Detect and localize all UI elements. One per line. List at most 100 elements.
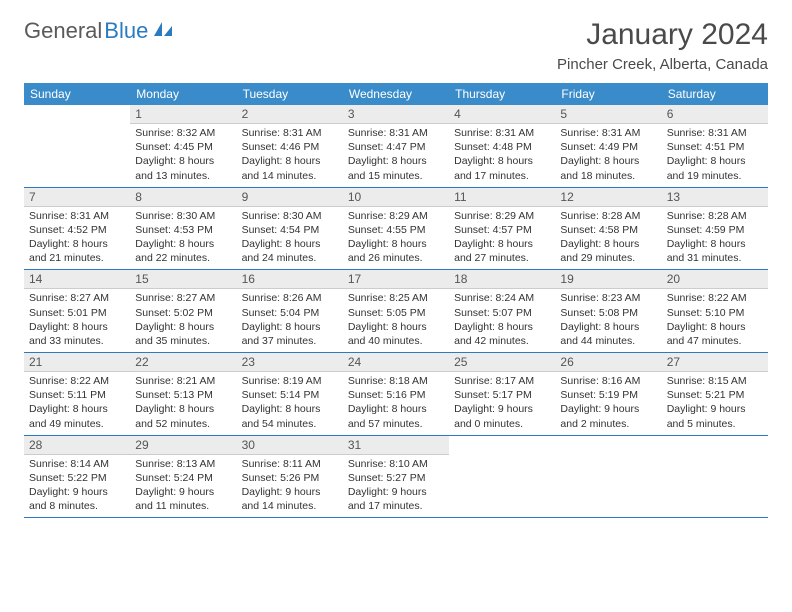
day-number: 12 [555,188,661,207]
daylight-text-2: and 33 minutes. [29,334,125,348]
daylight-text-1: Daylight: 8 hours [242,402,338,416]
daylight-text-1: Daylight: 8 hours [348,154,444,168]
calendar-day-cell: 26Sunrise: 8:16 AMSunset: 5:19 PMDayligh… [555,353,661,436]
day-body: Sunrise: 8:10 AMSunset: 5:27 PMDaylight:… [343,455,449,518]
sunrise-text: Sunrise: 8:27 AM [135,291,231,305]
sunrise-text: Sunrise: 8:28 AM [560,209,656,223]
daylight-text-2: and 40 minutes. [348,334,444,348]
daylight-text-1: Daylight: 8 hours [667,320,763,334]
sunset-text: Sunset: 5:17 PM [454,388,550,402]
sunset-text: Sunset: 5:21 PM [667,388,763,402]
day-body: Sunrise: 8:31 AMSunset: 4:51 PMDaylight:… [662,124,768,187]
sunset-text: Sunset: 4:53 PM [135,223,231,237]
daylight-text-1: Daylight: 8 hours [454,320,550,334]
daylight-text-2: and 14 minutes. [242,499,338,513]
sunset-text: Sunset: 4:46 PM [242,140,338,154]
daylight-text-1: Daylight: 8 hours [348,320,444,334]
calendar-week-row: 14Sunrise: 8:27 AMSunset: 5:01 PMDayligh… [24,270,768,353]
sunset-text: Sunset: 4:51 PM [667,140,763,154]
daylight-text-2: and 0 minutes. [454,417,550,431]
day-number: 15 [130,270,236,289]
day-body: Sunrise: 8:18 AMSunset: 5:16 PMDaylight:… [343,372,449,435]
sunrise-text: Sunrise: 8:32 AM [135,126,231,140]
calendar-week-row: 21Sunrise: 8:22 AMSunset: 5:11 PMDayligh… [24,353,768,436]
day-number: 31 [343,436,449,455]
sunset-text: Sunset: 5:19 PM [560,388,656,402]
sunset-text: Sunset: 4:49 PM [560,140,656,154]
weekday-header: Sunday [24,83,130,105]
day-body: Sunrise: 8:29 AMSunset: 4:57 PMDaylight:… [449,207,555,270]
logo-text-gray: General [24,18,102,44]
sunset-text: Sunset: 4:45 PM [135,140,231,154]
calendar-week-row: 1Sunrise: 8:32 AMSunset: 4:45 PMDaylight… [24,105,768,187]
calendar-day-cell: 21Sunrise: 8:22 AMSunset: 5:11 PMDayligh… [24,353,130,436]
daylight-text-2: and 57 minutes. [348,417,444,431]
sunset-text: Sunset: 4:55 PM [348,223,444,237]
calendar-day-cell: 3Sunrise: 8:31 AMSunset: 4:47 PMDaylight… [343,105,449,187]
day-number: 13 [662,188,768,207]
daylight-text-2: and 11 minutes. [135,499,231,513]
daylight-text-1: Daylight: 8 hours [135,320,231,334]
sunrise-text: Sunrise: 8:19 AM [242,374,338,388]
sunset-text: Sunset: 5:10 PM [667,306,763,320]
day-body: Sunrise: 8:16 AMSunset: 5:19 PMDaylight:… [555,372,661,435]
daylight-text-1: Daylight: 8 hours [560,154,656,168]
calendar-day-cell: 24Sunrise: 8:18 AMSunset: 5:16 PMDayligh… [343,353,449,436]
header: GeneralBlue January 2024 Pincher Creek, … [24,18,768,73]
calendar-day-cell: 9Sunrise: 8:30 AMSunset: 4:54 PMDaylight… [237,187,343,270]
location: Pincher Creek, Alberta, Canada [557,56,768,73]
sunrise-text: Sunrise: 8:18 AM [348,374,444,388]
sunset-text: Sunset: 4:48 PM [454,140,550,154]
day-body: Sunrise: 8:30 AMSunset: 4:54 PMDaylight:… [237,207,343,270]
daylight-text-2: and 49 minutes. [29,417,125,431]
daylight-text-1: Daylight: 8 hours [29,402,125,416]
daylight-text-2: and 21 minutes. [29,251,125,265]
daylight-text-2: and 13 minutes. [135,169,231,183]
sunset-text: Sunset: 5:22 PM [29,471,125,485]
daylight-text-2: and 17 minutes. [454,169,550,183]
sunset-text: Sunset: 5:14 PM [242,388,338,402]
day-number: 7 [24,188,130,207]
daylight-text-1: Daylight: 8 hours [135,402,231,416]
sunrise-text: Sunrise: 8:16 AM [560,374,656,388]
weekday-header: Thursday [449,83,555,105]
sunset-text: Sunset: 5:02 PM [135,306,231,320]
sunrise-text: Sunrise: 8:24 AM [454,291,550,305]
daylight-text-2: and 52 minutes. [135,417,231,431]
daylight-text-1: Daylight: 9 hours [667,402,763,416]
calendar-body: 1Sunrise: 8:32 AMSunset: 4:45 PMDaylight… [24,105,768,518]
page: GeneralBlue January 2024 Pincher Creek, … [0,0,792,536]
day-number: 26 [555,353,661,372]
calendar-day-cell: 15 Sunrise: 8:27 AMSunset: 5:02 PMDayligh… [130,270,236,353]
daylight-text-1: Daylight: 9 hours [135,485,231,499]
day-body: Sunrise: 8:24 AMSunset: 5:07 PMDaylight:… [449,289,555,352]
sunset-text: Sunset: 4:58 PM [560,223,656,237]
calendar-header-row: Sunday Monday Tuesday Wednesday Thursday… [24,83,768,105]
month-title: January 2024 [557,18,768,52]
sunrise-text: Sunrise: 8:30 AM [135,209,231,223]
daylight-text-2: and 44 minutes. [560,334,656,348]
daylight-text-1: Daylight: 8 hours [560,320,656,334]
sunset-text: Sunset: 5:11 PM [29,388,125,402]
sunrise-text: Sunrise: 8:17 AM [454,374,550,388]
day-number: 4 [449,105,555,124]
daylight-text-2: and 17 minutes. [348,499,444,513]
day-body: Sunrise: 8:13 AMSunset: 5:24 PMDaylight:… [130,455,236,518]
day-body: Sunrise: 8:29 AMSunset: 4:55 PMDaylight:… [343,207,449,270]
sunrise-text: Sunrise: 8:22 AM [667,291,763,305]
day-body: Sunrise: 8:31 AMSunset: 4:47 PMDaylight:… [343,124,449,187]
sunrise-text: Sunrise: 8:27 AM [29,291,125,305]
sunrise-text: Sunrise: 8:23 AM [560,291,656,305]
day-number: 2 [237,105,343,124]
day-body: Sunrise: 8:31 AMSunset: 4:48 PMDaylight:… [449,124,555,187]
daylight-text-2: and 2 minutes. [560,417,656,431]
calendar-day-cell [24,105,130,187]
sunset-text: Sunset: 4:54 PM [242,223,338,237]
daylight-text-2: and 22 minutes. [135,251,231,265]
day-number: 9 [237,188,343,207]
day-body: Sunrise: 8:28 AMSunset: 4:58 PMDaylight:… [555,207,661,270]
calendar-day-cell: 18Sunrise: 8:24 AMSunset: 5:07 PMDayligh… [449,270,555,353]
sunrise-text: Sunrise: 8:31 AM [29,209,125,223]
sunrise-text: Sunrise: 8:22 AM [29,374,125,388]
daylight-text-1: Daylight: 8 hours [348,402,444,416]
